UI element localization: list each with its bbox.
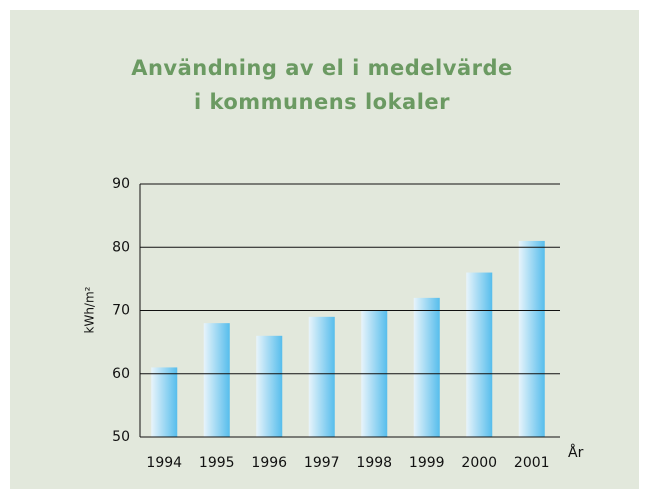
chart-title: Användning av el i medelvärde — [131, 56, 513, 80]
bar — [308, 316, 335, 437]
x-tick-label: 2001 — [514, 455, 550, 471]
bar — [203, 323, 230, 437]
y-tick-label: 60 — [112, 366, 130, 382]
x-tick-label: 2000 — [461, 455, 497, 471]
y-tick-label: 80 — [112, 239, 130, 255]
y-tick-label: 70 — [112, 303, 130, 319]
y-axis-label: kWh/m² — [83, 286, 97, 333]
bar — [151, 367, 178, 437]
bar — [256, 335, 283, 437]
x-tick-label: 1998 — [356, 455, 392, 471]
chart-title: i kommunens lokaler — [194, 90, 450, 114]
y-tick-label: 50 — [112, 429, 130, 445]
bar — [466, 272, 493, 437]
x-axis-label: År — [568, 444, 584, 461]
x-tick-label: 1997 — [304, 455, 340, 471]
bar — [413, 297, 440, 437]
x-tick-label: 1996 — [251, 455, 287, 471]
x-tick-label: 1999 — [409, 455, 445, 471]
bar — [518, 240, 545, 437]
x-tick-label: 1995 — [199, 455, 235, 471]
x-tick-label: 1994 — [146, 455, 182, 471]
y-tick-label: 90 — [112, 176, 130, 192]
